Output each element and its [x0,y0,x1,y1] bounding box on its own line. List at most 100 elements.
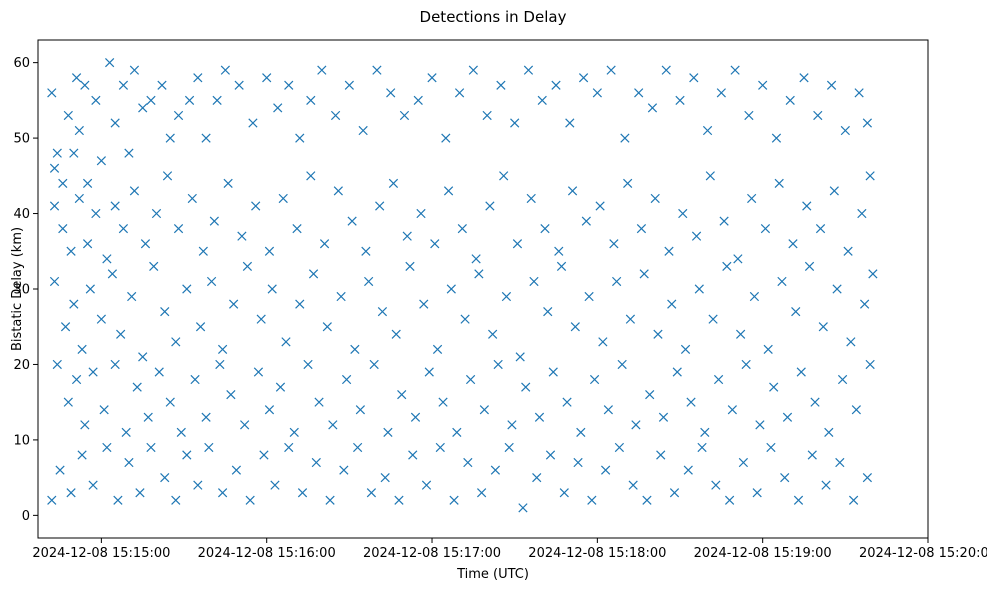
scatter-point [303,359,313,370]
scatter-point [479,405,490,415]
scatter-point [295,133,305,143]
scatter-point [658,412,669,422]
scatter-point [576,427,586,437]
scatter-point [496,80,506,90]
scatter-point [366,488,377,498]
scatter-point [537,95,547,105]
scatter-point [848,495,859,505]
scatter-point [846,337,856,347]
scatter-point [391,329,401,339]
scatter-point [639,269,649,279]
y-axis: 0 10 20 30 40 50 60 [13,56,38,524]
scatter-point [408,450,418,460]
scatter-point [722,261,732,271]
scatter-point [788,239,798,249]
scatter-point [353,442,363,453]
scatter-point [559,488,569,498]
scatter-point [708,314,718,324]
scatter-point [77,344,87,354]
scatter-point [796,367,806,377]
scatter-point [565,118,575,128]
x-tick-label: 2024-12-08 15:19:00 [694,546,832,561]
scatter-point [151,208,162,219]
scatter-point [231,465,242,475]
scatter-point [292,224,302,234]
scatter-point [683,465,693,475]
scatter-point [96,314,106,324]
scatter-point [234,80,244,90]
scatter-point [747,193,757,204]
scatter-point [617,359,627,370]
scatter-point [212,95,222,105]
scatter-point [350,344,360,354]
scatter-point [135,488,145,498]
scatter-point [160,473,170,483]
scatter-point [799,73,809,83]
scatter-point [157,80,167,90]
scatter-point [369,359,379,370]
scatter-point [49,163,60,173]
scatter-point [341,374,352,385]
scatter-point [441,133,451,143]
scatter-point [702,125,713,136]
scatter-point [551,80,561,90]
scatter-point [322,322,332,332]
scatter-point [562,397,572,407]
scatter-point [672,367,682,377]
scatter-point [311,457,321,468]
scatter-point [132,382,142,392]
y-tick-label: 60 [13,56,30,71]
scatter-point [705,171,715,181]
scatter-point [206,276,217,287]
scatter-point [521,382,531,392]
scatter-point [758,80,768,90]
scatter-point [680,344,691,354]
scatter-point [60,322,71,332]
scatter-point [631,420,641,430]
scatter-point [55,465,65,475]
scatter-point [96,156,106,166]
scatter-point [278,193,288,204]
scatter-point [63,397,73,407]
scatter-point [102,254,112,264]
scatter-point [810,397,820,407]
scatter-point [74,125,84,136]
scatter-point [815,224,826,234]
scatter-point [840,125,850,136]
scatter-point [49,201,60,211]
scatter-point [620,133,630,143]
x-axis-label: Time (UTC) [456,567,529,582]
scatter-point [769,382,779,392]
scatter-point [647,103,658,113]
scatter-point [215,359,225,370]
scatter-point [127,291,137,302]
scatter-point [526,193,536,204]
scatter-point [427,73,437,83]
scatter-point [785,95,795,105]
scatter-point [49,276,60,287]
scatter-point [71,374,82,385]
scatter-point [609,239,619,249]
scatter-point [868,269,878,279]
scatter-point [512,239,523,249]
scatter-point [229,299,239,309]
scatter-point [424,367,434,377]
scatter-point [380,473,390,483]
scatter-point [386,88,396,98]
scatter-point [413,95,423,105]
x-tick-label: 2024-12-08 15:20:00 [859,546,987,561]
scatter-point [691,231,702,241]
scatter-point [457,224,467,234]
scatter-point [661,65,671,75]
scatter-point [289,427,299,437]
scatter-point [713,374,724,385]
scatter-point [71,73,82,83]
scatter-point [490,465,501,475]
scatter-point [264,246,275,256]
scatter-point [69,148,79,158]
scatter-point [204,442,214,453]
scatter-point [543,307,553,317]
scatter-point [339,465,349,475]
scatter-point [548,367,558,377]
scatter-point [240,420,250,430]
